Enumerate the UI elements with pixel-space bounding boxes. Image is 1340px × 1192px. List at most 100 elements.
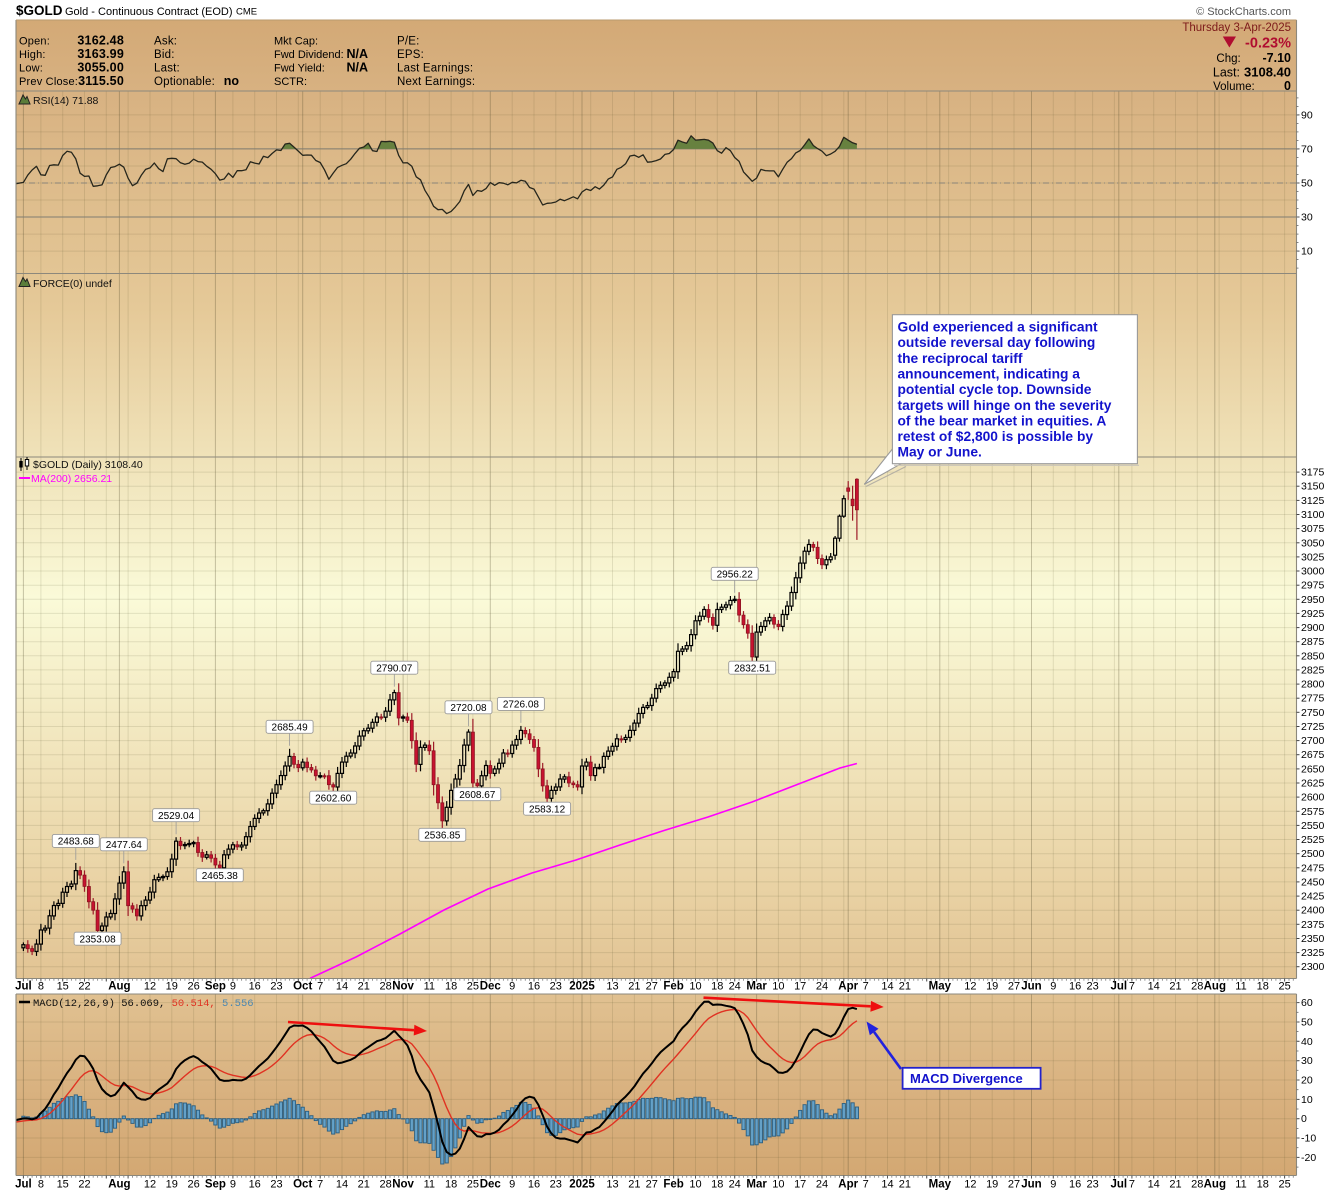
- svg-text:11: 11: [1235, 1179, 1246, 1191]
- svg-text:14: 14: [881, 981, 893, 993]
- svg-text:3115.50: 3115.50: [78, 74, 124, 88]
- svg-text:3050: 3050: [1301, 537, 1325, 549]
- svg-text:Oct: Oct: [293, 981, 312, 993]
- svg-text:9: 9: [1050, 981, 1056, 993]
- svg-text:50: 50: [1301, 1017, 1313, 1029]
- svg-text:Fwd Dividend:: Fwd Dividend:: [274, 49, 344, 61]
- svg-text:Aug: Aug: [108, 1179, 130, 1191]
- svg-text:21: 21: [358, 981, 370, 993]
- svg-text:23: 23: [550, 1179, 562, 1191]
- svg-text:19: 19: [986, 981, 998, 993]
- svg-text:21: 21: [628, 1179, 640, 1191]
- svg-text:2600: 2600: [1301, 792, 1325, 804]
- svg-text:0: 0: [1301, 1113, 1307, 1125]
- svg-text:Prev Close:: Prev Close:: [19, 76, 78, 88]
- svg-text:21: 21: [1169, 981, 1181, 993]
- svg-text:17: 17: [794, 1179, 806, 1191]
- svg-text:14: 14: [336, 1179, 348, 1191]
- svg-text:26: 26: [187, 981, 199, 993]
- svg-text:Apr: Apr: [838, 1179, 858, 1191]
- svg-text:24: 24: [729, 1179, 741, 1191]
- svg-text:N/A: N/A: [346, 47, 368, 61]
- svg-text:FORCE(0) undef: FORCE(0) undef: [33, 278, 112, 290]
- svg-text:2465.38: 2465.38: [202, 871, 239, 882]
- svg-text:25: 25: [1278, 1179, 1290, 1191]
- svg-text:50: 50: [1301, 178, 1313, 190]
- svg-text:2450: 2450: [1301, 876, 1325, 888]
- svg-text:0: 0: [1284, 79, 1291, 93]
- svg-text:Feb: Feb: [663, 1179, 683, 1191]
- svg-text:Nov: Nov: [392, 981, 414, 993]
- svg-text:18: 18: [445, 1179, 457, 1191]
- svg-text:Feb: Feb: [663, 981, 683, 993]
- svg-text:2625: 2625: [1301, 778, 1325, 790]
- svg-text:16: 16: [1069, 1179, 1081, 1191]
- svg-text:18: 18: [1257, 1179, 1269, 1191]
- svg-text:9: 9: [509, 1179, 515, 1191]
- svg-text:13: 13: [606, 981, 618, 993]
- svg-text:15: 15: [57, 981, 69, 993]
- svg-text:no: no: [224, 74, 240, 88]
- svg-text:2825: 2825: [1301, 664, 1325, 676]
- svg-text:12: 12: [144, 1179, 156, 1191]
- svg-text:10: 10: [772, 1179, 784, 1191]
- svg-text:2775: 2775: [1301, 693, 1325, 705]
- svg-text:21: 21: [628, 981, 640, 993]
- svg-text:May: May: [929, 981, 952, 993]
- svg-text:25: 25: [467, 981, 479, 993]
- svg-text:Jun: Jun: [1021, 1179, 1041, 1191]
- svg-text:Mar: Mar: [746, 1179, 767, 1191]
- svg-text:MACD Divergence: MACD Divergence: [910, 1071, 1023, 1086]
- svg-text:10: 10: [1301, 1094, 1313, 1106]
- svg-text:2550: 2550: [1301, 820, 1325, 832]
- svg-text:2425: 2425: [1301, 891, 1325, 903]
- svg-text:15: 15: [57, 1179, 69, 1191]
- svg-text:$GOLD (Daily) 3108.40: $GOLD (Daily) 3108.40: [33, 459, 143, 471]
- svg-text:2477.64: 2477.64: [106, 840, 143, 851]
- svg-text:announcement, indicating a: announcement, indicating a: [898, 366, 1081, 381]
- svg-text:8: 8: [38, 981, 44, 993]
- svg-text:7: 7: [317, 981, 323, 993]
- svg-text:18: 18: [445, 981, 457, 993]
- svg-text:11: 11: [1235, 981, 1246, 993]
- svg-text:21: 21: [358, 1179, 370, 1191]
- svg-text:2475: 2475: [1301, 862, 1325, 874]
- svg-text:24: 24: [816, 981, 828, 993]
- svg-text:3025: 3025: [1301, 551, 1325, 563]
- svg-text:2325: 2325: [1301, 947, 1325, 959]
- svg-text:-10: -10: [1301, 1133, 1316, 1145]
- svg-text:2685.49: 2685.49: [272, 722, 309, 733]
- svg-text:30: 30: [1301, 212, 1313, 224]
- svg-text:23: 23: [1086, 1179, 1098, 1191]
- svg-text:23: 23: [550, 981, 562, 993]
- svg-text:EPS:: EPS:: [397, 49, 424, 61]
- svg-text:3108.40: 3108.40: [1244, 65, 1291, 80]
- svg-text:28: 28: [1191, 1179, 1203, 1191]
- svg-text:Dec: Dec: [480, 1179, 502, 1191]
- svg-text:Dec: Dec: [480, 981, 502, 993]
- svg-text:Chg:: Chg:: [1216, 53, 1240, 65]
- svg-text:2602.60: 2602.60: [315, 793, 352, 804]
- svg-text:2750: 2750: [1301, 707, 1325, 719]
- svg-text:2700: 2700: [1301, 735, 1325, 747]
- svg-text:18: 18: [1257, 981, 1269, 993]
- svg-text:2675: 2675: [1301, 749, 1325, 761]
- svg-text:90: 90: [1301, 109, 1313, 121]
- svg-text:Jul: Jul: [15, 1179, 32, 1191]
- svg-text:10: 10: [772, 981, 784, 993]
- svg-text:27: 27: [1008, 981, 1020, 993]
- svg-text:17: 17: [794, 981, 806, 993]
- svg-text:Ask:: Ask:: [154, 36, 177, 48]
- svg-text:10: 10: [1301, 246, 1313, 258]
- svg-text:$GOLD: $GOLD: [16, 3, 63, 18]
- svg-text:27: 27: [646, 981, 658, 993]
- svg-text:CME: CME: [236, 7, 257, 18]
- svg-text:Apr: Apr: [838, 981, 858, 993]
- svg-text:26: 26: [187, 1179, 199, 1191]
- svg-text:Volume:: Volume:: [1213, 81, 1255, 93]
- svg-text:22: 22: [78, 1179, 90, 1191]
- svg-text:Last:: Last:: [1213, 66, 1240, 80]
- svg-text:28: 28: [379, 981, 391, 993]
- svg-text:3100: 3100: [1301, 509, 1325, 521]
- svg-text:Bid:: Bid:: [154, 49, 175, 61]
